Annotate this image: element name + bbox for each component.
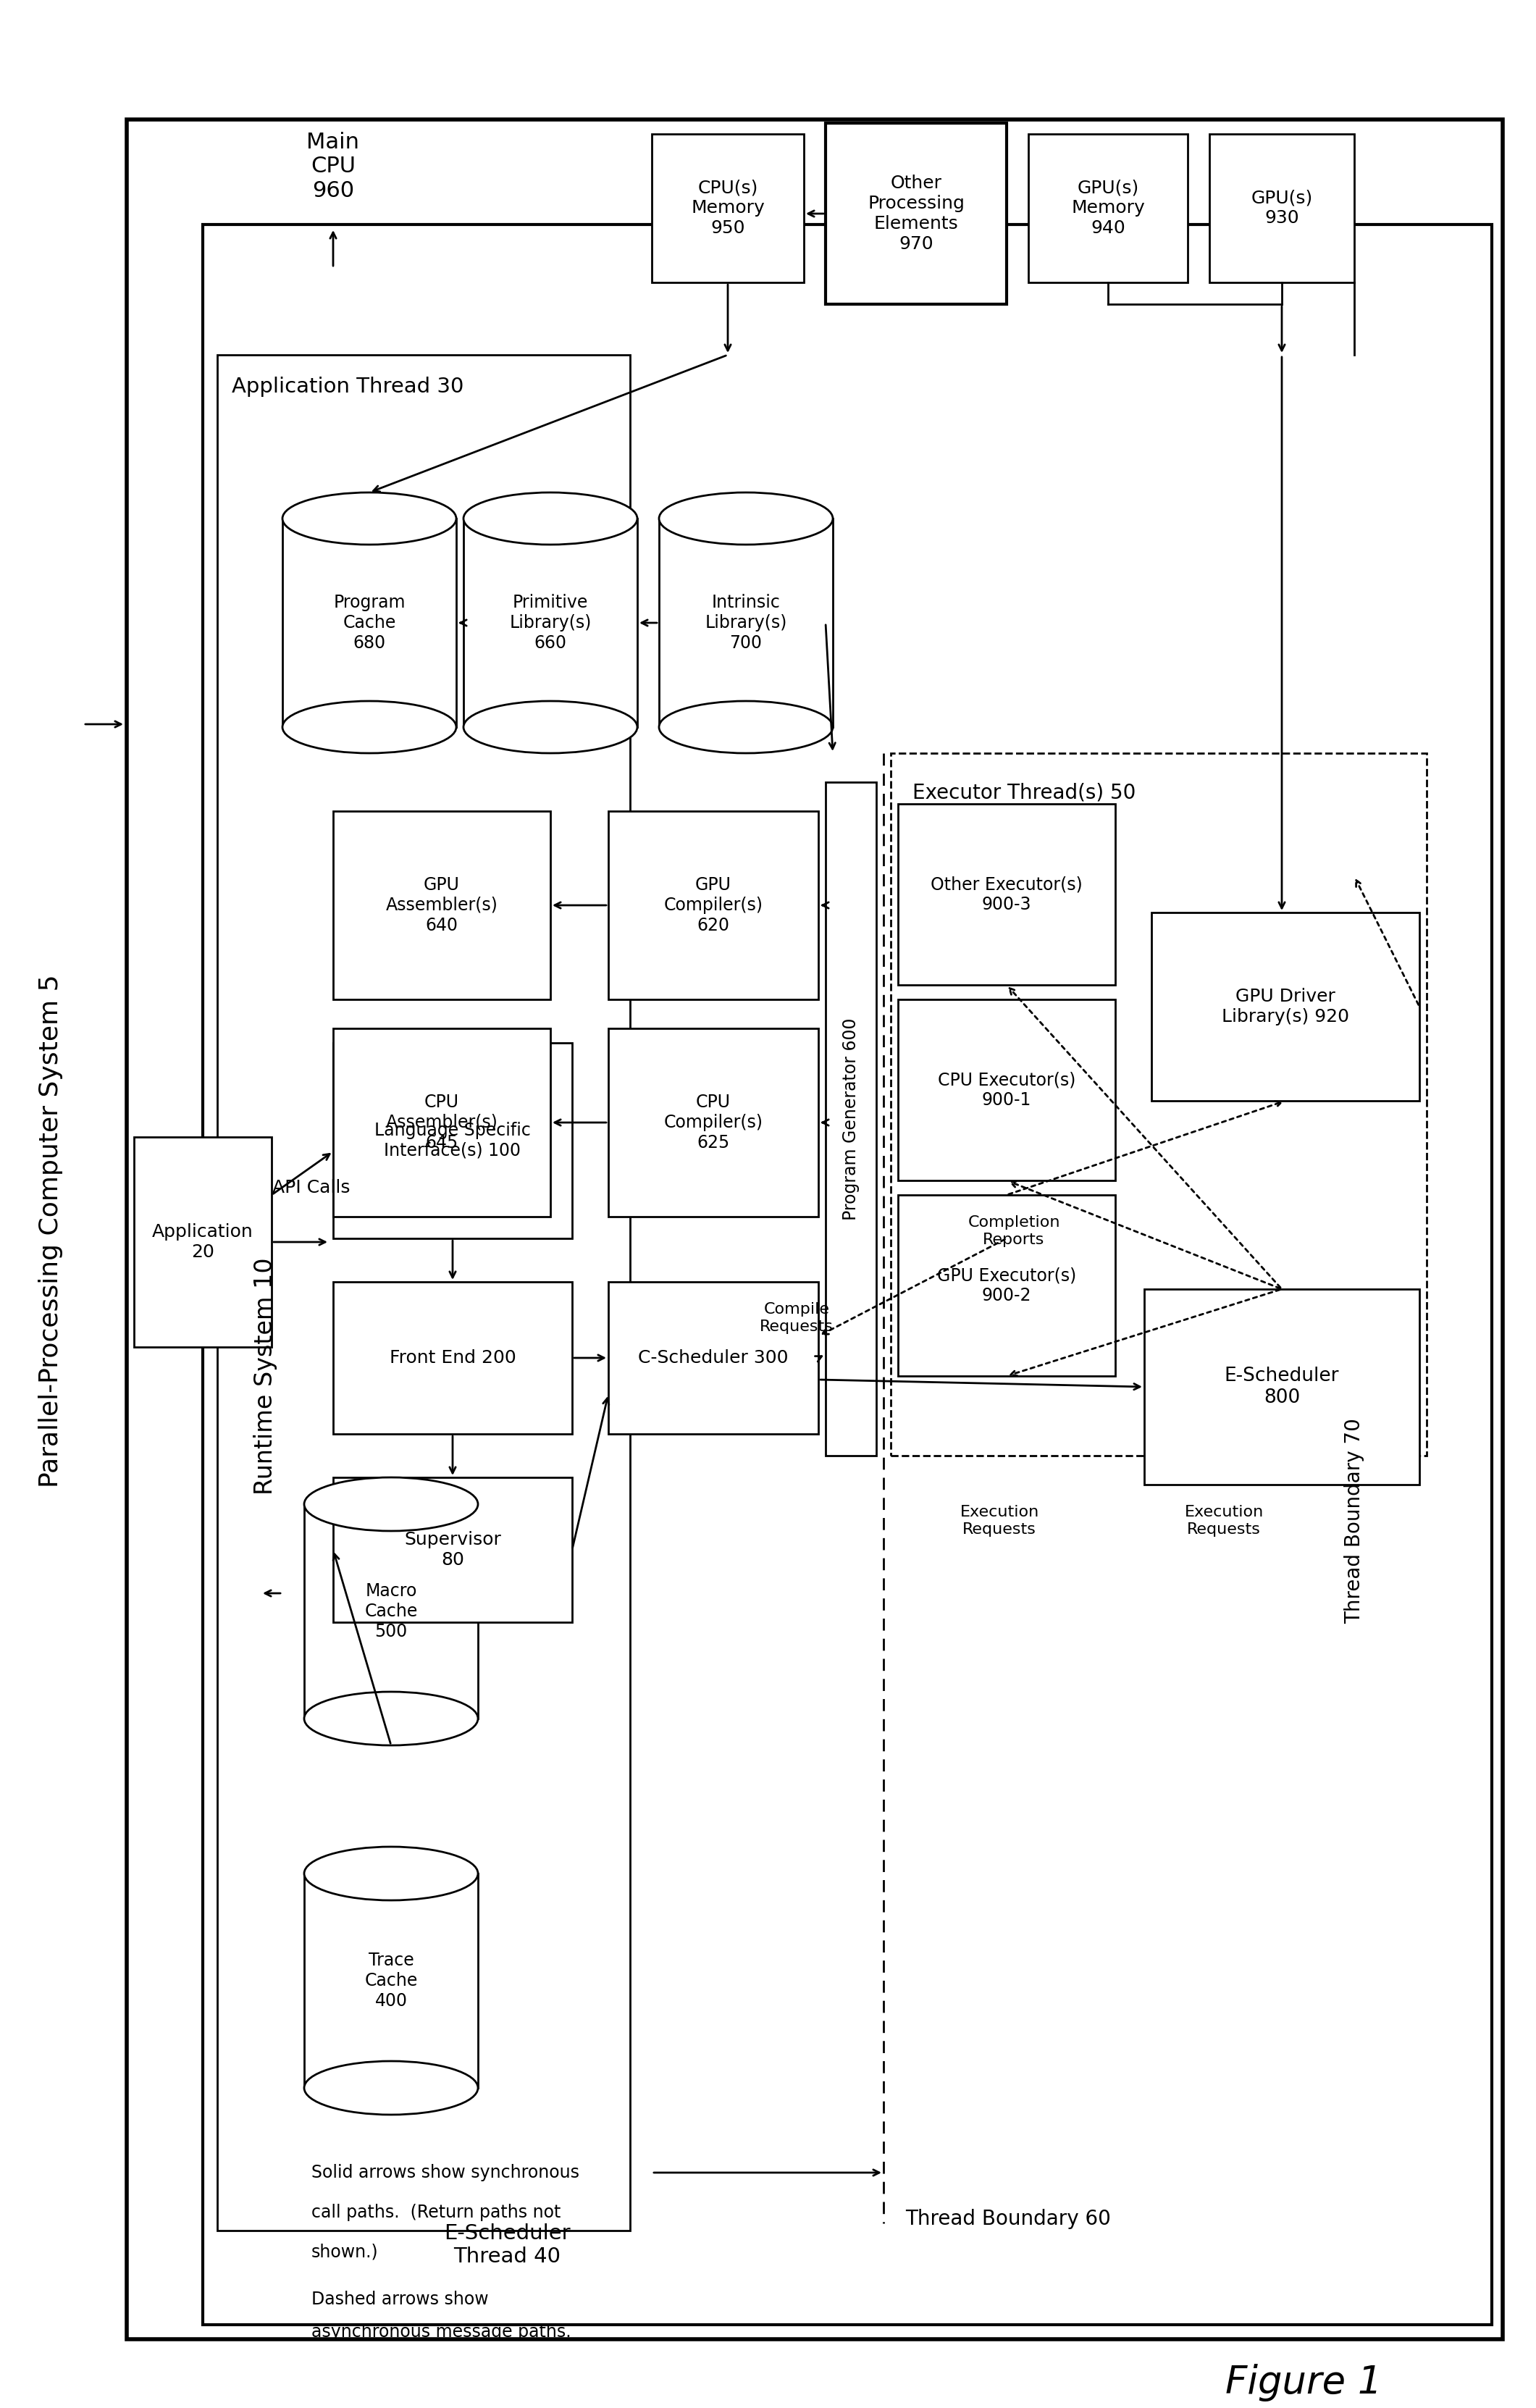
Bar: [608, 1028, 819, 1216]
Text: Intrinsic
Library(s)
700: Intrinsic Library(s) 700: [705, 595, 786, 653]
Ellipse shape: [659, 494, 833, 544]
Text: shown.): shown.): [312, 2244, 378, 2261]
Bar: [899, 999, 1115, 1180]
Ellipse shape: [304, 2061, 478, 2114]
Bar: [217, 354, 630, 2230]
Text: CPU(s)
Memory
950: CPU(s) Memory 950: [691, 178, 765, 236]
Text: asynchronous message paths.: asynchronous message paths.: [312, 2324, 571, 2341]
Text: GPU
Compiler(s)
620: GPU Compiler(s) 620: [664, 877, 763, 934]
Bar: [304, 1505, 478, 1719]
Bar: [899, 1194, 1115, 1375]
Bar: [825, 783, 876, 1457]
Text: Parallel-Processing Computer System 5: Parallel-Processing Computer System 5: [38, 975, 63, 1488]
Text: Execution
Requests: Execution Requests: [1184, 1505, 1264, 1536]
Text: Program
Cache
680: Program Cache 680: [333, 595, 406, 653]
Text: GPU Executor(s)
900-2: GPU Executor(s) 900-2: [937, 1267, 1077, 1305]
Text: call paths.  (Return paths not: call paths. (Return paths not: [312, 2203, 561, 2220]
Bar: [899, 804, 1115, 985]
Bar: [651, 135, 803, 282]
Text: Trace
Cache
400: Trace Cache 400: [364, 1953, 418, 2011]
Text: Compile
Requests: Compile Requests: [760, 1303, 834, 1334]
Text: Macro
Cache
500: Macro Cache 500: [364, 1582, 418, 1640]
Bar: [203, 224, 1491, 2324]
Bar: [134, 1137, 272, 1346]
Bar: [1144, 1288, 1419, 1486]
Bar: [333, 1281, 571, 1433]
Text: GPU Driver
Library(s) 920: GPU Driver Library(s) 920: [1221, 987, 1349, 1026]
Text: GPU
Assembler(s)
640: GPU Assembler(s) 640: [386, 877, 498, 934]
Ellipse shape: [464, 701, 637, 754]
Ellipse shape: [659, 701, 833, 754]
Text: Completion
Reports: Completion Reports: [968, 1216, 1060, 1247]
Bar: [659, 518, 833, 727]
Text: CPU
Compiler(s)
625: CPU Compiler(s) 625: [664, 1093, 763, 1151]
Bar: [1209, 135, 1355, 282]
Text: Application
20: Application 20: [152, 1223, 253, 1262]
Text: Primitive
Library(s)
660: Primitive Library(s) 660: [510, 595, 591, 653]
Bar: [304, 1873, 478, 2088]
Text: Program Generator 600: Program Generator 600: [842, 1019, 860, 1221]
Ellipse shape: [304, 1847, 478, 1900]
Bar: [333, 1479, 571, 1623]
Text: Executor Thread(s) 50: Executor Thread(s) 50: [912, 783, 1135, 802]
Bar: [333, 1028, 550, 1216]
Text: CPU
Assembler(s)
645: CPU Assembler(s) 645: [386, 1093, 498, 1151]
Text: Solid arrows show synchronous: Solid arrows show synchronous: [312, 2165, 579, 2182]
Text: GPU(s)
930: GPU(s) 930: [1250, 190, 1313, 226]
Text: Other
Processing
Elements
970: Other Processing Elements 970: [868, 176, 965, 253]
Bar: [825, 123, 1006, 303]
Text: Figure 1: Figure 1: [1226, 2365, 1382, 2401]
Bar: [891, 754, 1427, 1457]
Text: Runtime System 10: Runtime System 10: [253, 1257, 278, 1495]
Bar: [1028, 135, 1187, 282]
Bar: [608, 1281, 819, 1433]
Ellipse shape: [304, 1693, 478, 1746]
Ellipse shape: [283, 701, 456, 754]
Text: Main
CPU
960: Main CPU 960: [307, 132, 359, 202]
Bar: [333, 1043, 571, 1238]
Bar: [608, 811, 819, 999]
Ellipse shape: [283, 494, 456, 544]
Ellipse shape: [304, 1479, 478, 1531]
Text: Supervisor
80: Supervisor 80: [404, 1531, 501, 1568]
Text: Other Executor(s)
900-3: Other Executor(s) 900-3: [931, 877, 1083, 913]
Text: Language Specific
Interface(s) 100: Language Specific Interface(s) 100: [375, 1122, 531, 1158]
Text: C-Scheduler 300: C-Scheduler 300: [637, 1348, 788, 1368]
Text: E-Scheduler
Thread 40: E-Scheduler Thread 40: [444, 2223, 570, 2266]
Bar: [1152, 913, 1419, 1100]
Bar: [283, 518, 456, 727]
Text: Thread Boundary 70: Thread Boundary 70: [1344, 1418, 1364, 1623]
Ellipse shape: [464, 494, 637, 544]
Text: API Calls: API Calls: [272, 1180, 350, 1197]
Bar: [127, 120, 1502, 2338]
Bar: [464, 518, 637, 727]
Text: Application Thread 30: Application Thread 30: [232, 376, 464, 397]
Text: Front End 200: Front End 200: [389, 1348, 516, 1368]
Text: Execution
Requests: Execution Requests: [960, 1505, 1038, 1536]
Text: GPU(s)
Memory
940: GPU(s) Memory 940: [1071, 178, 1144, 236]
Bar: [333, 811, 550, 999]
Text: CPU Executor(s)
900-1: CPU Executor(s) 900-1: [937, 1072, 1075, 1108]
Text: Dashed arrows show: Dashed arrows show: [312, 2290, 488, 2307]
Text: E-Scheduler
800: E-Scheduler 800: [1224, 1368, 1339, 1406]
Text: Thread Boundary 60: Thread Boundary 60: [905, 2208, 1111, 2230]
